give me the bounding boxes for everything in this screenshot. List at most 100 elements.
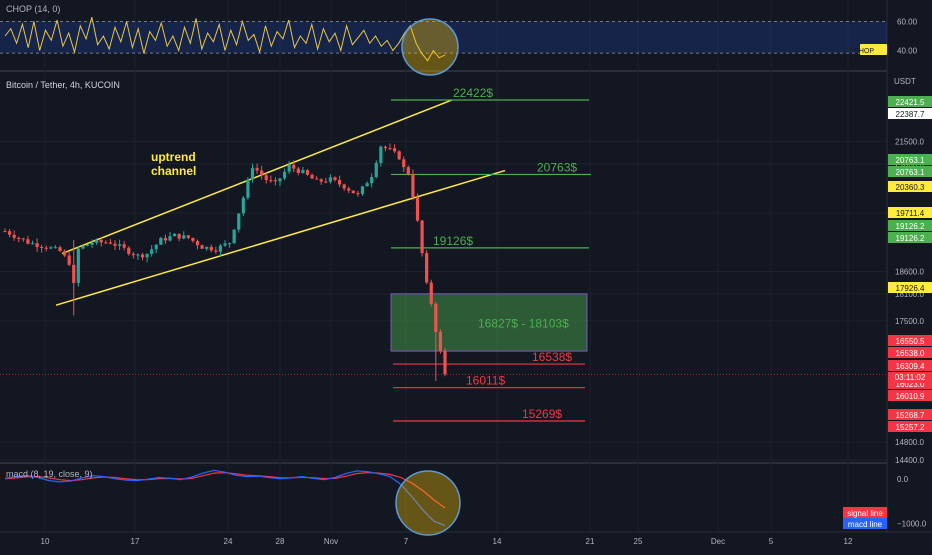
price-badge: [888, 282, 932, 293]
price-tick-label: 17500.0: [895, 317, 924, 326]
candle-body: [337, 179, 342, 185]
candle-body: [392, 148, 397, 152]
price-badge: [888, 220, 932, 231]
price-scale[interactable]: [887, 0, 932, 550]
price-badge-label: 20763.1: [896, 156, 925, 165]
candle-body: [58, 247, 62, 252]
price-badge-label: 15257.2: [896, 423, 925, 432]
macd-line: [4, 469, 446, 527]
candle-body: [333, 177, 337, 180]
time-tick-label: 14: [493, 537, 502, 546]
candle-body: [44, 247, 48, 249]
candle-body: [81, 246, 85, 249]
countdown-badge: [888, 372, 932, 383]
candle-body: [269, 179, 273, 181]
macd-tick-label: 0.0: [897, 475, 909, 484]
price-badge: [888, 378, 932, 389]
price-badge-label: 22387.7: [896, 110, 925, 119]
candle-body: [150, 249, 154, 254]
price-badge: [888, 360, 932, 371]
support-zone: [390, 293, 588, 352]
price-badge-label: 19126.2: [896, 234, 925, 243]
price-badge: [888, 409, 932, 420]
candle-body: [287, 164, 291, 172]
candle-body: [402, 159, 406, 168]
zone-label: 16827$ - 18103$: [478, 316, 569, 330]
price-badge-label: 16023.0: [896, 380, 925, 389]
candle-body: [186, 235, 190, 238]
candle-body: [172, 233, 177, 237]
time-tick-label: 25: [634, 537, 643, 546]
time-tick-label: Nov: [324, 537, 338, 546]
candle-body: [200, 245, 204, 249]
pane-divider: [0, 462, 887, 464]
chop-indicator: [0, 16, 887, 76]
chop-badge-bg: [860, 44, 887, 55]
level-label: 22422$: [453, 86, 493, 100]
level-label: 16538$: [532, 350, 572, 364]
price-badge-label: 20763.1: [896, 168, 925, 177]
candle-body: [67, 255, 71, 265]
candle-body: [374, 162, 378, 178]
price-badge: [888, 347, 932, 358]
candle-body: [223, 243, 227, 246]
candle-body: [237, 213, 241, 230]
candle-body: [127, 247, 131, 254]
chop-pane: [0, 0, 887, 70]
candle-body: [365, 183, 369, 187]
candle-body: [209, 246, 213, 251]
candle-body: [159, 237, 163, 245]
time-tick-label: 17: [131, 537, 140, 546]
chop-tick-label: 60.00: [897, 17, 918, 26]
candle-body: [12, 234, 16, 238]
price-badge: [888, 335, 932, 346]
candle-body: [273, 180, 278, 182]
candle-body: [154, 244, 158, 250]
candle-body: [113, 243, 117, 246]
candle-body: [3, 231, 7, 233]
macd-badge: [843, 507, 887, 518]
candle-body: [315, 178, 319, 180]
candle-body: [264, 175, 268, 180]
drawing-annotations[interactable]: 16827$ - 18103$ 22422$ 20763$ 19126$ 16538$ 1…: [0, 86, 887, 422]
candle-body: [383, 146, 388, 149]
macd-tick-label: −1000.0: [897, 519, 927, 528]
candle-body: [250, 168, 255, 180]
candle-body: [260, 170, 264, 176]
candle-body: [443, 350, 447, 375]
candle-body: [397, 151, 401, 160]
candle-body: [227, 243, 232, 245]
candle-body: [140, 254, 145, 258]
candle-body: [145, 253, 149, 258]
candle-body: [17, 237, 21, 239]
price-badge: [888, 232, 932, 243]
price-badge-label: 17926.4: [896, 284, 925, 293]
candle-body: [104, 242, 108, 244]
candle-body: [328, 177, 333, 182]
candle-body: [296, 168, 300, 173]
price-axis-unit: USDT: [894, 77, 916, 86]
price-badge: [888, 166, 932, 177]
candle-body: [351, 190, 355, 194]
price-tick-label: 21500.0: [895, 137, 924, 146]
candle-body: [40, 247, 44, 249]
macd-title: macd (8, 19, close, 9): [6, 469, 93, 479]
price-tick-label: 14400.0: [895, 456, 924, 465]
candle-body: [305, 170, 310, 175]
candle-body: [99, 239, 103, 243]
candle-body: [131, 253, 135, 256]
price-badge: [888, 154, 932, 165]
time-tick-label: 24: [224, 537, 233, 546]
candle-body: [438, 331, 443, 351]
candle-body: [182, 235, 186, 239]
candle-body: [21, 238, 25, 240]
price-badge: [888, 181, 932, 192]
chart-title: Bitcoin / Tether, 4h, KUCOIN: [6, 80, 120, 90]
level-label: 19126$: [433, 234, 473, 248]
level-label: 20763$: [537, 160, 577, 174]
candle-body: [347, 188, 351, 191]
time-tick-label: Dec: [711, 537, 725, 546]
